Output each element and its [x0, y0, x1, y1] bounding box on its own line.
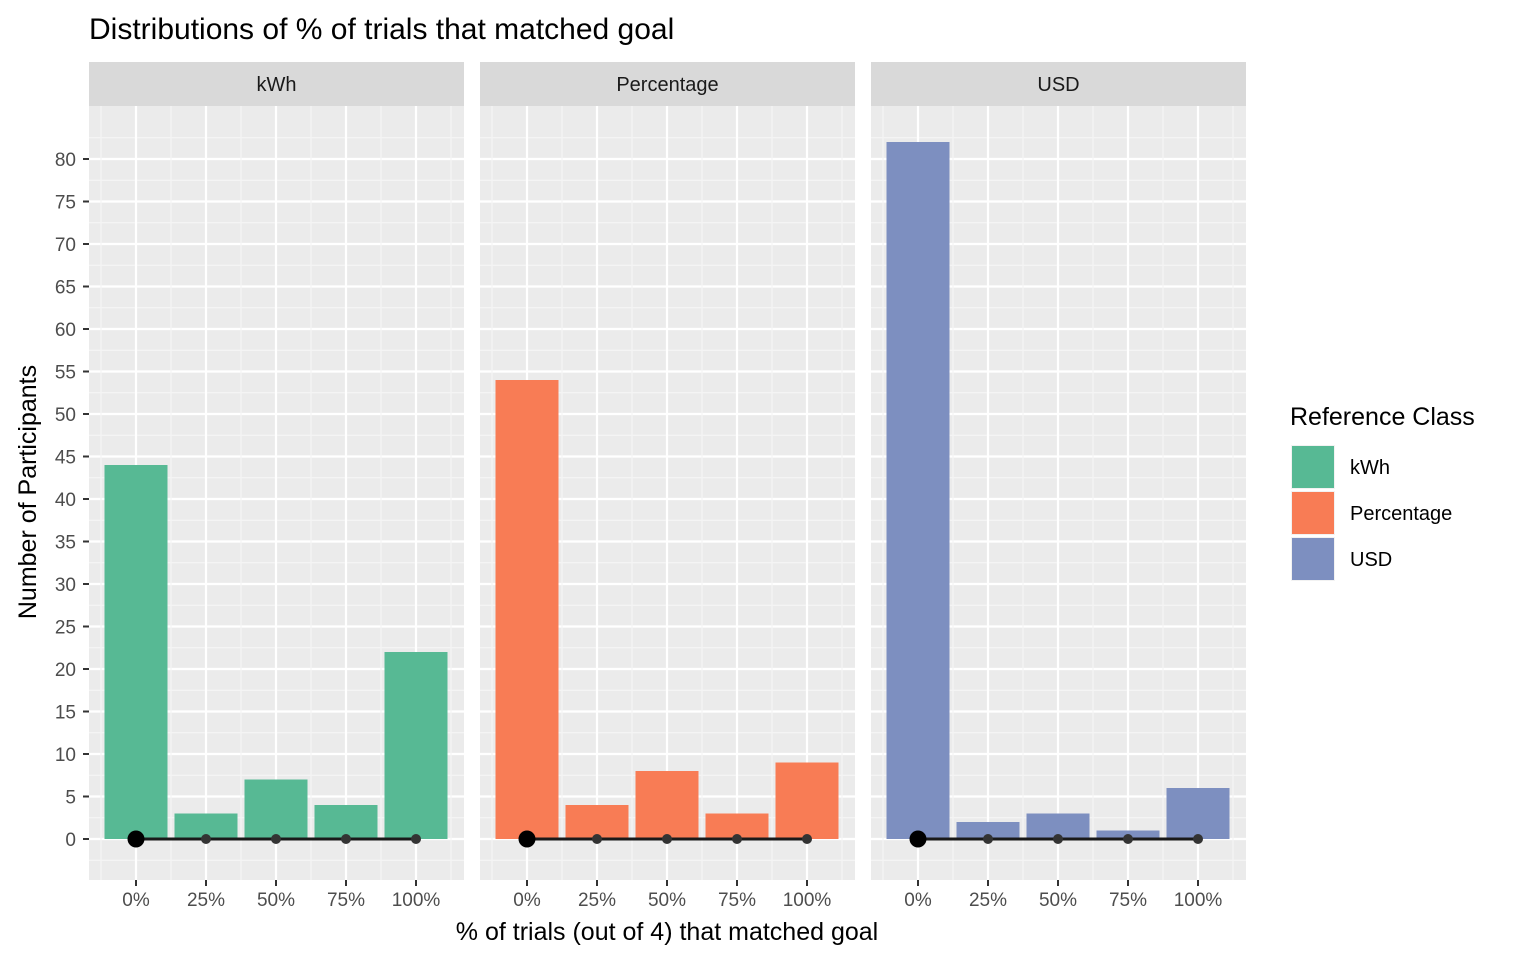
median-point — [127, 830, 145, 848]
bar-kwh-4 — [384, 652, 448, 839]
y-tick-label: 40 — [55, 490, 76, 511]
facet-strip-label: kWh — [257, 74, 297, 96]
x-tick-label: 75% — [718, 890, 756, 911]
legend-title: Reference Class — [1290, 403, 1475, 431]
y-tick-label: 50 — [55, 405, 76, 426]
legend-label: kWh — [1350, 457, 1390, 479]
range-point — [983, 834, 993, 844]
range-point — [592, 834, 602, 844]
x-tick-label: 50% — [1039, 890, 1077, 911]
facet-strip — [871, 62, 1246, 106]
median-point — [518, 830, 536, 848]
x-tick-label: 50% — [257, 890, 295, 911]
x-tick-label: 0% — [513, 890, 541, 911]
y-tick-label: 70 — [55, 235, 76, 256]
y-tick-label: 15 — [55, 703, 76, 724]
bar-usd-1 — [956, 822, 1020, 839]
range-point — [802, 834, 812, 844]
facet-strip-label: Percentage — [616, 74, 718, 96]
x-tick-label: 0% — [904, 890, 932, 911]
range-point — [341, 834, 351, 844]
y-tick-label: 75 — [55, 193, 76, 214]
y-tick-label: 45 — [55, 448, 76, 469]
y-tick-label: 60 — [55, 320, 76, 341]
y-tick-label: 80 — [55, 150, 76, 171]
bar-usd-4 — [1166, 788, 1230, 839]
bar-kwh-0 — [104, 465, 168, 839]
y-tick-label: 25 — [55, 618, 76, 639]
x-tick-label: 50% — [648, 890, 686, 911]
y-tick-label: 5 — [65, 788, 76, 809]
y-axis-title: Number of Participants — [14, 365, 42, 619]
range-point — [732, 834, 742, 844]
legend-label: USD — [1350, 549, 1392, 571]
range-point — [1123, 834, 1133, 844]
x-tick-label: 25% — [187, 890, 225, 911]
x-axis-title: % of trials (out of 4) that matched goal — [456, 918, 878, 946]
x-tick-label: 100% — [392, 890, 441, 911]
y-tick-label: 10 — [55, 745, 76, 766]
y-tick-label: 0 — [65, 830, 76, 851]
x-tick-label: 75% — [327, 890, 365, 911]
range-point — [201, 834, 211, 844]
bar-kwh-3 — [314, 805, 378, 839]
legend-swatch-percentage — [1292, 492, 1334, 534]
median-point — [909, 830, 927, 848]
bar-percentage-1 — [565, 805, 629, 839]
range-point — [271, 834, 281, 844]
bar-percentage-0 — [495, 380, 559, 839]
bar-usd-0 — [886, 142, 950, 839]
legend-swatch-kwh — [1292, 446, 1334, 488]
x-tick-label: 100% — [783, 890, 832, 911]
bar-kwh-2 — [244, 779, 308, 839]
y-tick-label: 35 — [55, 533, 76, 554]
y-tick-label: 65 — [55, 278, 76, 299]
facet-strip-label: USD — [1037, 74, 1079, 96]
facet-panel-kwh: kWh 0% 25% 50% 75% 100% — [89, 62, 464, 911]
x-tick-label: 75% — [1109, 890, 1147, 911]
facet-strip — [480, 62, 855, 106]
facet-panel-usd: USD 0% 25% 50% 75% 100% — [871, 62, 1246, 911]
legend: Reference Class kWh Percentage USD — [1290, 403, 1475, 581]
legend-label: Percentage — [1350, 503, 1452, 525]
y-tick-label: 55 — [55, 363, 76, 384]
facet-panel-percentage: Percentage 0% 25% 50% 75% 100% — [480, 62, 855, 911]
range-point — [411, 834, 421, 844]
x-tick-label: 100% — [1174, 890, 1223, 911]
y-tick-label: 20 — [55, 660, 76, 681]
y-tick-label: 30 — [55, 575, 76, 596]
x-tick-label: 25% — [578, 890, 616, 911]
y-axis: 0 5 10 15 20 25 30 35 40 45 50 55 60 65 70 75 80 — [55, 150, 89, 851]
range-point — [662, 834, 672, 844]
x-tick-label: 0% — [122, 890, 150, 911]
range-point — [1193, 834, 1203, 844]
range-point — [1053, 834, 1063, 844]
bar-percentage-2 — [635, 771, 699, 839]
chart-title: Distributions of % of trials that matche… — [89, 13, 674, 46]
legend-swatch-usd — [1292, 538, 1334, 580]
x-tick-label: 25% — [969, 890, 1007, 911]
facet-strip — [89, 62, 464, 106]
bar-percentage-4 — [775, 762, 839, 839]
facet-panels: kWh 0% 25% 50% 75% 100% Percentage 0% 25% 50% 75% 1… — [89, 62, 1246, 911]
